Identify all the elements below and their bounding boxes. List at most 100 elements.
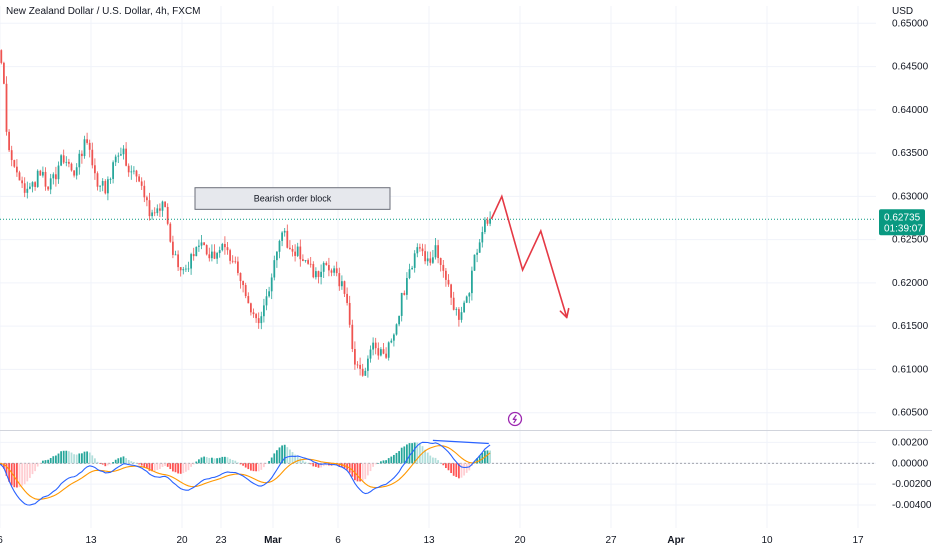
macd-histogram-bar [458,463,460,479]
macd-histogram-bar [18,463,21,488]
time-tick-label: Apr [667,535,684,546]
candle-body [29,186,31,189]
candle-body [341,281,343,287]
macd-histogram-bar [463,463,465,476]
price-pane[interactable]: Bearish order block [0,37,876,427]
order-block-label: Bearish order block [254,194,332,204]
macd-histogram-bar [73,454,75,464]
macd-histogram-bar [429,455,432,464]
candle-body [346,293,348,303]
candle-body [182,269,185,271]
macd-histogram-bar [452,463,455,476]
candle-body [231,260,234,262]
macd-histogram-bar [434,457,437,464]
macd-histogram-bar [312,463,315,467]
macd-histogram-bar [320,463,322,468]
candle-body [447,279,450,285]
macd-histogram-bar [276,450,278,464]
macd-histogram-bar [419,443,421,464]
candle-body [439,258,442,265]
event-marker[interactable] [507,411,523,427]
macd-histogram-bar [247,463,250,470]
candle-body [400,292,403,316]
candle-body [281,232,283,241]
macd-histogram-bar [57,453,60,464]
projection-path[interactable] [490,194,568,318]
candle-body [96,173,99,187]
candle-body [330,270,333,273]
candle-body [187,268,190,270]
macd-histogram-bar [109,463,112,465]
candle-body [450,284,452,298]
candle-body [276,251,278,261]
macd-histogram-bar [489,450,491,464]
macd-histogram-bar [481,452,484,464]
candle-body [153,212,156,214]
macd-histogram-bar [172,463,174,472]
macd-histogram-bar [205,457,208,464]
macd-histogram-bar [432,457,434,464]
macd-histogram-bar [302,460,304,464]
candle-body [151,212,153,217]
macd-divergence-line[interactable] [432,439,489,445]
macd-histogram-bar [486,450,489,464]
candle-body [127,165,130,173]
candle-body [273,260,276,278]
candle-body [221,244,224,251]
macd-axis[interactable]: 0.00200 0.00000 -0.00200 -0.00400 [892,437,932,511]
candle-body [174,254,177,256]
candle-body [335,268,338,274]
candle-body [224,244,226,248]
candle-body [289,247,291,249]
candle-body [203,242,205,246]
macd-histogram-bar [296,455,299,464]
macd-histogram-bar [166,463,169,467]
price-axis[interactable]: USD 0.65000 0.64500 0.64000 0.63500 0.63000 0… [892,6,929,419]
macd-histogram-bar [286,447,289,464]
order-block-annotation[interactable]: Bearish order block [194,187,391,210]
macd-histogram-bar [117,458,120,464]
macd-histogram-bar [356,463,359,482]
candle-body [244,285,247,297]
candle-body [434,245,437,258]
macd-histogram-bar [364,463,367,480]
macd-histogram-bar [68,451,70,464]
candle-body [94,165,96,174]
candle-body [442,264,445,271]
macd-histogram-bar [291,452,294,464]
candle-body [452,297,455,310]
candle-body [148,200,151,217]
price-tick-label: 0.60500 [892,408,929,419]
time-axis[interactable]: 6 13 20 23 Mar 6 13 20 27 Apr 10 17 [0,535,864,546]
candle-body [250,303,252,313]
candle-body [213,251,216,259]
candle-body [437,245,439,259]
macd-histogram-bar [52,456,55,464]
candle-body [156,208,159,214]
candle-body [104,181,107,194]
macd-histogram-bar [424,449,426,464]
macd-histogram-bar [322,463,325,467]
candle-body [367,358,369,371]
macd-histogram-bar [156,463,159,470]
macd-histogram-bar [159,463,161,470]
macd-histogram-bar [182,463,185,474]
candle-body [185,268,187,270]
candle-body [364,370,367,376]
macd-histogram-bar [96,461,99,464]
macd-histogram-bar [299,458,302,464]
macd-histogram-bar [29,463,31,478]
candle-body [83,139,86,157]
candle-body [486,219,489,224]
macd-histogram-bar [367,463,369,476]
macd-histogram-bar [169,463,172,470]
chart-title: New Zealand Dollar / U.S. Dollar, 4h, FX… [6,6,201,17]
candle-body [382,349,385,354]
candle-body [143,185,146,198]
macd-pane[interactable] [0,439,876,506]
order-block-rect[interactable] [194,187,391,210]
macd-histogram-bar [104,463,107,467]
candle-body [226,247,229,251]
candle-body [255,314,257,319]
